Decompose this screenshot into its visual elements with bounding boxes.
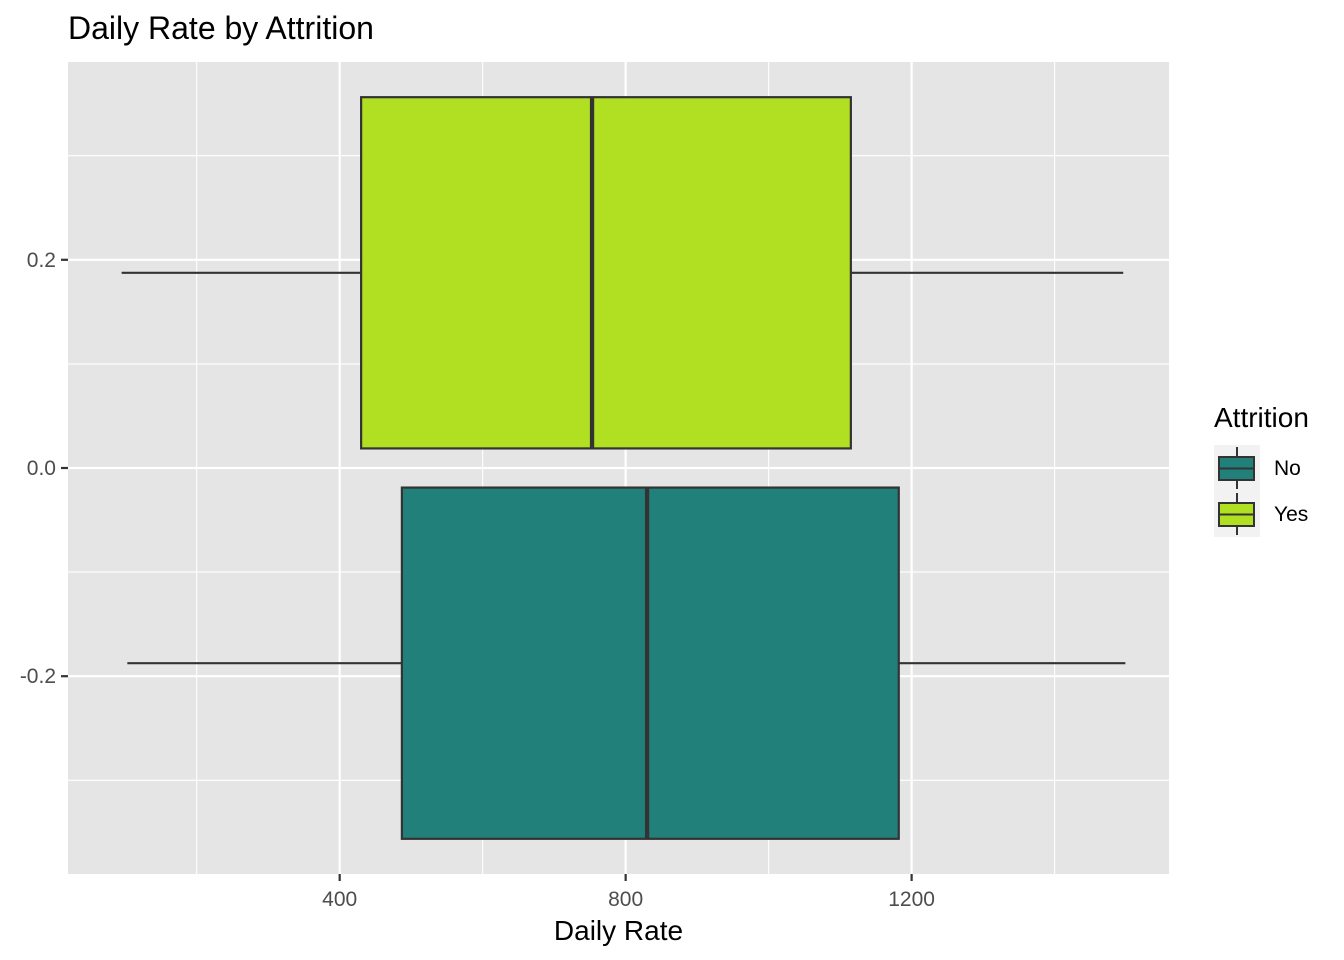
y-tick-label: -0.2 [20, 665, 56, 688]
chart-title: Daily Rate by Attrition [68, 10, 374, 46]
legend-label: Yes [1274, 503, 1308, 526]
box-no [127, 486, 1126, 840]
y-tick-label: 0.2 [27, 249, 56, 272]
x-tick-label: 800 [608, 888, 643, 911]
y-axis: 0.2 0.0 -0.2 [20, 249, 68, 688]
x-axis-title: Daily Rate [554, 915, 683, 946]
box-iqr [360, 96, 852, 450]
legend-label: No [1274, 457, 1301, 480]
legend-item-yes: Yes [1214, 491, 1308, 537]
y-tick-label: 0.0 [27, 457, 56, 480]
x-axis: 400 800 1200 [322, 874, 935, 911]
legend-item-no: No [1214, 445, 1301, 491]
box-iqr [400, 486, 900, 840]
x-tick-label: 1200 [888, 888, 935, 911]
legend-title: Attrition [1214, 402, 1309, 433]
x-tick-label: 400 [322, 888, 357, 911]
box-layer [121, 96, 1126, 840]
box-yes [121, 96, 1124, 450]
legend: Attrition No Yes [1214, 402, 1309, 537]
